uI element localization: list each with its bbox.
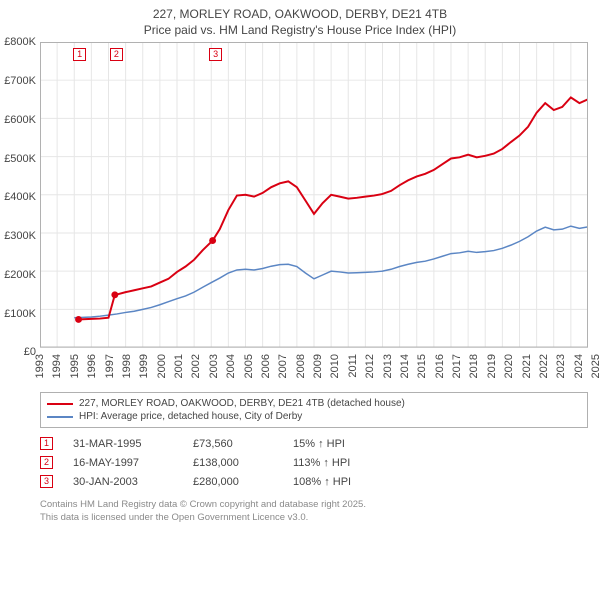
sale-price: £138,000 bbox=[193, 457, 273, 469]
sale-row-marker: 2 bbox=[40, 456, 53, 469]
title-address: 227, MORLEY ROAD, OAKWOOD, DERBY, DE21 4… bbox=[4, 6, 596, 22]
chart-svg bbox=[40, 42, 588, 348]
x-tick-label: 1995 bbox=[69, 354, 81, 378]
x-tick-label: 1996 bbox=[86, 354, 98, 378]
x-axis-labels: 1993199419951996199719981999200020012002… bbox=[40, 352, 588, 386]
x-tick-label: 2008 bbox=[295, 354, 307, 378]
chart-plot-area: £0£100K£200K£300K£400K£500K£600K£700K£80… bbox=[40, 42, 588, 352]
sale-row: 3 30-JAN-2003 £280,000 108% ↑ HPI bbox=[40, 472, 588, 491]
x-tick-label: 2022 bbox=[538, 354, 550, 378]
legend: 227, MORLEY ROAD, OAKWOOD, DERBY, DE21 4… bbox=[40, 392, 588, 428]
footer-copyright: Contains HM Land Registry data © Crown c… bbox=[40, 499, 588, 511]
legend-swatch-hpi bbox=[47, 416, 73, 418]
y-tick-label: £400K bbox=[4, 191, 40, 203]
sale-date: 30-JAN-2003 bbox=[73, 476, 173, 488]
x-tick-label: 2017 bbox=[451, 354, 463, 378]
x-tick-label: 2024 bbox=[573, 354, 585, 378]
legend-row: HPI: Average price, detached house, City… bbox=[47, 410, 581, 423]
x-tick-label: 2007 bbox=[277, 354, 289, 378]
x-tick-label: 1997 bbox=[104, 354, 116, 378]
sale-table: 1 31-MAR-1995 £73,560 15% ↑ HPI 2 16-MAY-1997… bbox=[40, 434, 588, 491]
sale-price: £73,560 bbox=[193, 438, 273, 450]
x-tick-label: 2005 bbox=[243, 354, 255, 378]
y-tick-label: £800K bbox=[4, 36, 40, 48]
x-tick-label: 2000 bbox=[156, 354, 168, 378]
x-tick-label: 2012 bbox=[364, 354, 376, 378]
legend-label-hpi: HPI: Average price, detached house, City… bbox=[79, 411, 302, 422]
x-tick-label: 2002 bbox=[190, 354, 202, 378]
y-tick-label: £300K bbox=[4, 230, 40, 242]
y-tick-label: £500K bbox=[4, 153, 40, 165]
x-tick-label: 2013 bbox=[382, 354, 394, 378]
x-tick-label: 1994 bbox=[51, 354, 63, 378]
sale-price: £280,000 bbox=[193, 476, 273, 488]
x-tick-label: 2010 bbox=[329, 354, 341, 378]
sale-row: 2 16-MAY-1997 £138,000 113% ↑ HPI bbox=[40, 453, 588, 472]
sale-marker-1: 1 bbox=[73, 48, 86, 61]
x-tick-label: 1998 bbox=[121, 354, 133, 378]
sale-date: 16-MAY-1997 bbox=[73, 457, 173, 469]
sale-row-marker: 3 bbox=[40, 475, 53, 488]
x-tick-label: 2019 bbox=[486, 354, 498, 378]
chart-title: 227, MORLEY ROAD, OAKWOOD, DERBY, DE21 4… bbox=[4, 6, 596, 38]
x-tick-label: 2014 bbox=[399, 354, 411, 378]
sale-date: 31-MAR-1995 bbox=[73, 438, 173, 450]
legend-row: 227, MORLEY ROAD, OAKWOOD, DERBY, DE21 4… bbox=[47, 397, 581, 410]
x-tick-label: 1999 bbox=[138, 354, 150, 378]
x-tick-label: 2018 bbox=[468, 354, 480, 378]
y-tick-label: £600K bbox=[4, 114, 40, 126]
x-tick-label: 1993 bbox=[34, 354, 46, 378]
x-tick-label: 2016 bbox=[434, 354, 446, 378]
sale-pct: 15% ↑ HPI bbox=[293, 438, 403, 450]
sale-pct: 108% ↑ HPI bbox=[293, 476, 403, 488]
sale-row-marker: 1 bbox=[40, 437, 53, 450]
x-tick-label: 2015 bbox=[416, 354, 428, 378]
chart-container: 227, MORLEY ROAD, OAKWOOD, DERBY, DE21 4… bbox=[0, 0, 600, 590]
legend-swatch-price bbox=[47, 403, 73, 405]
x-tick-label: 2009 bbox=[312, 354, 324, 378]
x-tick-label: 2001 bbox=[173, 354, 185, 378]
sale-marker-3: 3 bbox=[209, 48, 222, 61]
x-tick-label: 2021 bbox=[521, 354, 533, 378]
legend-label-price: 227, MORLEY ROAD, OAKWOOD, DERBY, DE21 4… bbox=[79, 398, 405, 409]
sale-marker-2: 2 bbox=[110, 48, 123, 61]
footer-licence: This data is licensed under the Open Gov… bbox=[40, 512, 588, 524]
x-tick-label: 2004 bbox=[225, 354, 237, 378]
sale-row: 1 31-MAR-1995 £73,560 15% ↑ HPI bbox=[40, 434, 588, 453]
y-tick-label: £700K bbox=[4, 75, 40, 87]
attribution-footer: Contains HM Land Registry data © Crown c… bbox=[40, 499, 588, 524]
x-tick-label: 2020 bbox=[503, 354, 515, 378]
y-tick-label: £200K bbox=[4, 269, 40, 281]
x-tick-label: 2011 bbox=[347, 354, 359, 378]
y-tick-label: £100K bbox=[4, 308, 40, 320]
x-tick-label: 2023 bbox=[555, 354, 567, 378]
x-tick-label: 2006 bbox=[260, 354, 272, 378]
title-subtitle: Price paid vs. HM Land Registry's House … bbox=[4, 22, 596, 38]
sale-pct: 113% ↑ HPI bbox=[293, 457, 403, 469]
x-tick-label: 2025 bbox=[590, 354, 600, 378]
x-tick-label: 2003 bbox=[208, 354, 220, 378]
